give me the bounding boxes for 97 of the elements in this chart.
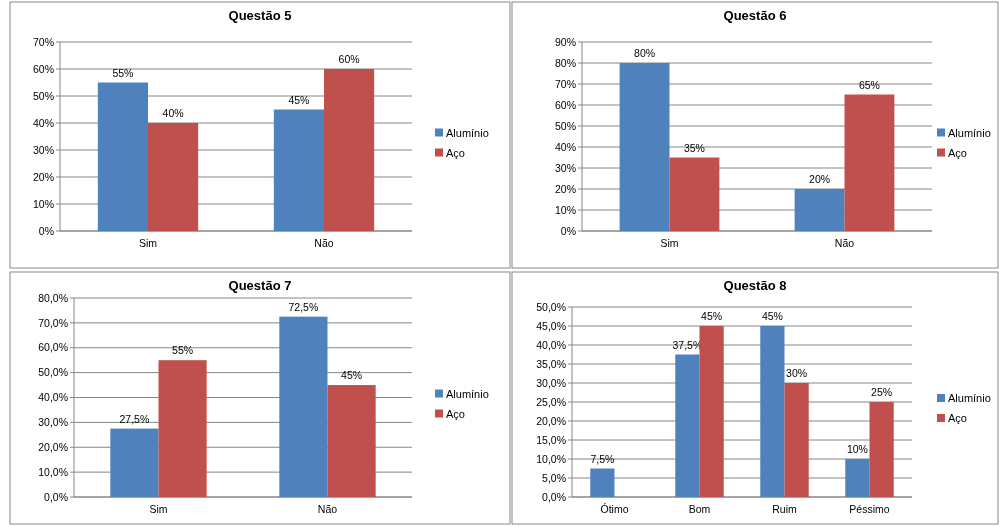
y-tick-label: 40% — [32, 116, 54, 129]
y-tick-label: 40,0% — [38, 391, 68, 404]
chart-title: Questão 8 — [723, 278, 787, 293]
chart-title: Questão 5 — [228, 8, 292, 23]
y-tick-label: 70,0% — [38, 316, 68, 329]
y-tick-label: 10% — [554, 203, 576, 216]
bar — [273, 109, 324, 231]
data-label: 45% — [341, 369, 363, 382]
data-label: 80% — [634, 47, 656, 59]
bar — [327, 385, 376, 497]
data-label: 55% — [172, 344, 194, 357]
data-label: 60% — [338, 53, 360, 65]
bar — [794, 189, 845, 231]
data-label: 40% — [162, 107, 184, 119]
legend-label: Aço — [948, 412, 967, 424]
y-tick-label: 15,0% — [536, 433, 566, 446]
data-label: 45% — [701, 310, 723, 322]
y-tick-label: 50% — [554, 119, 576, 132]
bar — [590, 468, 615, 497]
x-tick-label: Ótimo — [600, 503, 629, 515]
y-tick-label: 70% — [554, 77, 576, 90]
data-label: 30% — [786, 367, 808, 379]
x-tick-label: Sim — [149, 503, 168, 515]
bar — [844, 94, 895, 231]
data-label: 72,5% — [288, 300, 319, 313]
y-tick-label: 0% — [38, 224, 54, 237]
y-tick-label: 50,0% — [38, 366, 68, 379]
y-tick-label: 10,0% — [536, 452, 566, 465]
y-tick-label: 25,0% — [536, 395, 566, 408]
data-label: 65% — [858, 78, 880, 91]
bar — [148, 123, 199, 231]
y-tick-label: 30% — [32, 143, 54, 156]
y-tick-label: 30,0% — [38, 416, 68, 429]
x-tick-label: Sim — [138, 237, 158, 249]
data-label: 55% — [112, 66, 134, 79]
x-tick-label: Bom — [688, 503, 711, 515]
bar — [279, 316, 328, 497]
data-label: 25% — [871, 386, 893, 398]
y-tick-label: 0% — [560, 224, 576, 237]
data-label: 45% — [761, 310, 783, 322]
y-tick-label: 20% — [32, 170, 54, 183]
y-tick-label: 60% — [554, 98, 576, 111]
x-tick-label: Ruim — [772, 503, 797, 515]
y-tick-label: 35,0% — [536, 357, 566, 370]
y-tick-label: 60% — [32, 62, 54, 75]
y-tick-label: 30,0% — [536, 376, 566, 389]
y-tick-label: 40,0% — [536, 338, 566, 351]
y-tick-label: 50% — [32, 89, 54, 102]
data-label: 10% — [846, 443, 868, 455]
y-tick-label: 45,0% — [536, 319, 566, 332]
y-tick-label: 20,0% — [38, 440, 68, 453]
y-tick-label: 20% — [554, 182, 576, 195]
y-tick-label: 20,0% — [536, 414, 566, 427]
x-tick-label: Sim — [660, 237, 679, 249]
legend-label: Alumínio — [948, 126, 991, 139]
y-tick-label: 70% — [32, 35, 54, 48]
bar — [869, 402, 894, 497]
y-tick-label: 0,0% — [44, 490, 68, 503]
bar — [324, 69, 375, 231]
data-label: 45% — [288, 93, 310, 106]
bar — [784, 383, 809, 497]
x-tick-label: Não — [317, 503, 338, 515]
bar — [699, 326, 724, 497]
data-label: 7,5% — [590, 452, 615, 465]
bar — [675, 354, 700, 497]
legend-label: Alumínio — [948, 392, 991, 404]
y-tick-label: 80% — [554, 56, 576, 69]
legend-label: Aço — [948, 146, 967, 159]
legend-label: Aço — [446, 407, 465, 420]
y-tick-label: 60,0% — [38, 341, 68, 354]
x-tick-label: Não — [314, 237, 334, 249]
bar — [845, 459, 870, 497]
y-tick-label: 50,0% — [536, 300, 566, 313]
bar — [619, 63, 670, 231]
bar — [669, 157, 720, 231]
data-label: 27,5% — [119, 412, 150, 425]
bar — [158, 360, 207, 497]
y-tick-label: 40% — [554, 140, 576, 153]
data-label: 35% — [683, 141, 705, 154]
data-label: 20% — [809, 173, 831, 185]
bar — [97, 82, 148, 231]
y-tick-label: 80,0% — [38, 291, 68, 304]
y-tick-label: 10% — [32, 197, 54, 210]
y-tick-label: 30% — [554, 161, 576, 174]
legend-label: Alumínio — [446, 126, 489, 139]
y-tick-label: 0,0% — [542, 490, 566, 503]
y-tick-label: 10,0% — [38, 465, 68, 478]
legend-label: Aço — [446, 146, 465, 159]
bar — [110, 428, 159, 497]
legend-label: Alumínio — [446, 387, 489, 400]
bar — [760, 326, 785, 497]
chart-title: Questão 6 — [723, 8, 787, 23]
y-tick-label: 5,0% — [542, 471, 566, 484]
y-tick-label: 90% — [554, 35, 576, 48]
chart-title: Questão 7 — [228, 278, 292, 293]
x-tick-label: Não — [834, 237, 855, 249]
x-tick-label: Péssimo — [849, 503, 890, 515]
